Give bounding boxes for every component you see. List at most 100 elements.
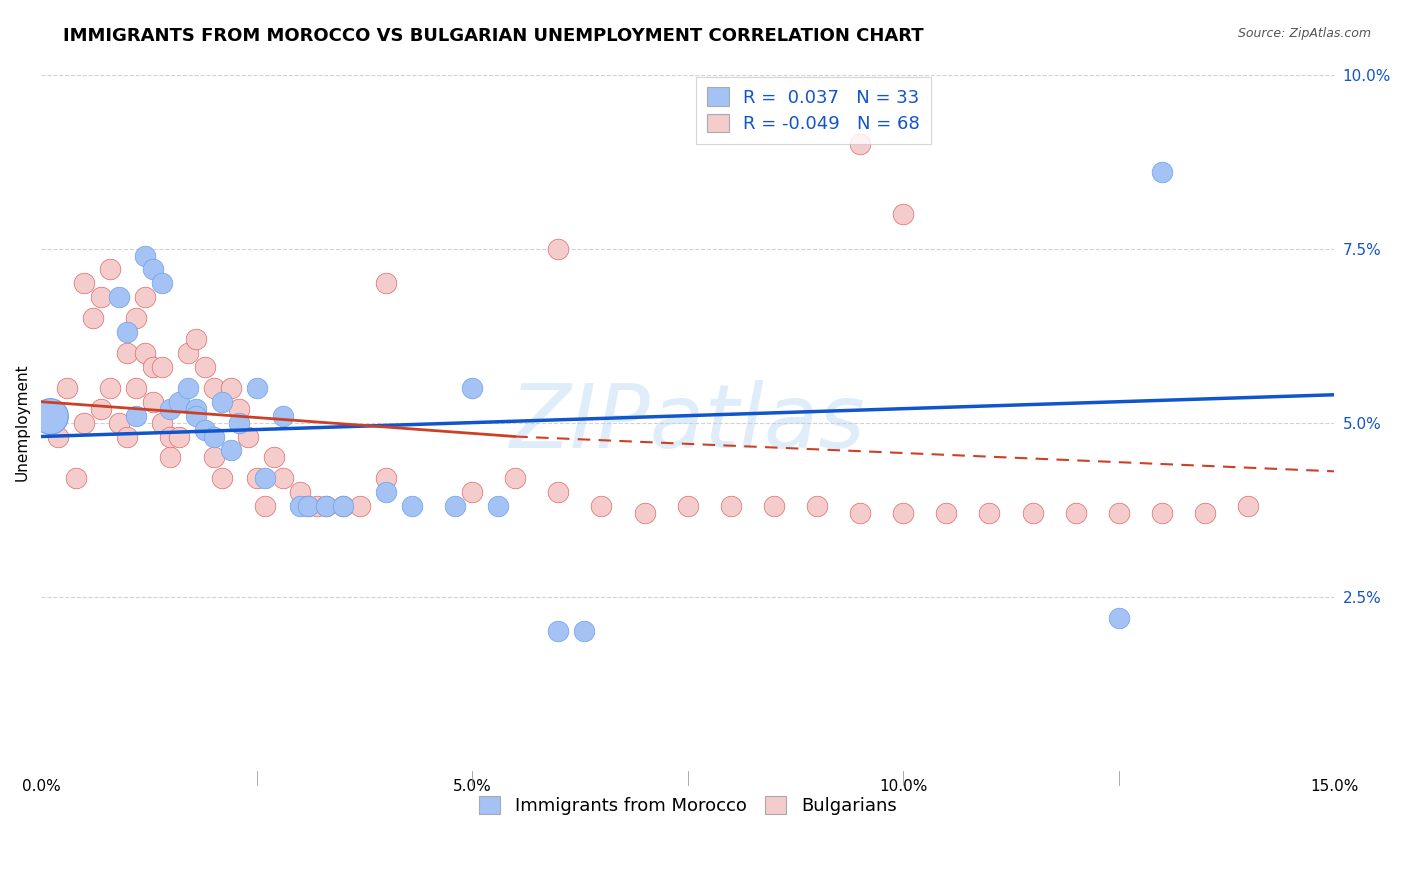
Point	[254, 471, 277, 485]
Point	[142, 262, 165, 277]
Point	[228, 401, 250, 416]
Point	[202, 429, 225, 443]
Point	[167, 429, 190, 443]
Point	[117, 429, 139, 443]
Point	[375, 277, 398, 291]
Point	[38, 409, 60, 423]
Point	[38, 401, 60, 416]
Point	[90, 401, 112, 416]
Point	[246, 381, 269, 395]
Point	[1021, 506, 1043, 520]
Point	[176, 381, 198, 395]
Point	[547, 242, 569, 256]
Point	[591, 499, 613, 513]
Point	[1108, 610, 1130, 624]
Point	[297, 499, 319, 513]
Point	[263, 450, 285, 465]
Point	[574, 624, 596, 639]
Point	[211, 394, 233, 409]
Point	[142, 394, 165, 409]
Point	[167, 394, 190, 409]
Point	[935, 506, 957, 520]
Point	[194, 359, 217, 374]
Point	[73, 277, 96, 291]
Point	[98, 381, 121, 395]
Point	[186, 332, 208, 346]
Point	[1150, 506, 1173, 520]
Point	[194, 423, 217, 437]
Point	[134, 290, 156, 304]
Text: IMMIGRANTS FROM MOROCCO VS BULGARIAN UNEMPLOYMENT CORRELATION CHART: IMMIGRANTS FROM MOROCCO VS BULGARIAN UNE…	[63, 27, 924, 45]
Point	[401, 499, 423, 513]
Point	[125, 409, 148, 423]
Point	[633, 506, 655, 520]
Point	[90, 290, 112, 304]
Point	[297, 499, 319, 513]
Point	[315, 499, 337, 513]
Point	[1150, 165, 1173, 179]
Point	[332, 499, 354, 513]
Point	[271, 471, 294, 485]
Point	[979, 506, 1001, 520]
Point	[125, 311, 148, 326]
Point	[186, 401, 208, 416]
Point	[1237, 499, 1260, 513]
Point	[73, 416, 96, 430]
Text: ZIPatlas: ZIPatlas	[510, 380, 866, 466]
Point	[486, 499, 509, 513]
Point	[849, 506, 872, 520]
Point	[315, 499, 337, 513]
Y-axis label: Unemployment: Unemployment	[15, 364, 30, 482]
Point	[547, 485, 569, 500]
Point	[228, 416, 250, 430]
Point	[142, 359, 165, 374]
Point	[159, 450, 181, 465]
Point	[849, 137, 872, 152]
Point	[236, 429, 259, 443]
Legend: Immigrants from Morocco, Bulgarians: Immigrants from Morocco, Bulgarians	[470, 787, 905, 824]
Point	[305, 499, 328, 513]
Point	[375, 471, 398, 485]
Point	[1064, 506, 1087, 520]
Point	[288, 499, 311, 513]
Point	[720, 499, 742, 513]
Point	[547, 624, 569, 639]
Point	[107, 416, 129, 430]
Point	[676, 499, 699, 513]
Point	[211, 471, 233, 485]
Point	[444, 499, 467, 513]
Point	[117, 325, 139, 339]
Text: Source: ZipAtlas.com: Source: ZipAtlas.com	[1237, 27, 1371, 40]
Point	[254, 499, 277, 513]
Point	[1194, 506, 1216, 520]
Point	[48, 429, 70, 443]
Point	[38, 409, 60, 423]
Point	[150, 359, 173, 374]
Point	[891, 207, 914, 221]
Point	[186, 409, 208, 423]
Point	[202, 381, 225, 395]
Point	[219, 443, 242, 458]
Point	[117, 346, 139, 360]
Point	[202, 450, 225, 465]
Point	[134, 248, 156, 262]
Point	[762, 499, 785, 513]
Point	[159, 401, 181, 416]
Point	[891, 506, 914, 520]
Point	[1108, 506, 1130, 520]
Point	[176, 346, 198, 360]
Point	[56, 381, 79, 395]
Point	[375, 485, 398, 500]
Point	[82, 311, 104, 326]
Point	[806, 499, 828, 513]
Point	[159, 429, 181, 443]
Point	[503, 471, 526, 485]
Point	[349, 499, 371, 513]
Point	[332, 499, 354, 513]
Point	[65, 471, 87, 485]
Point	[125, 381, 148, 395]
Point	[288, 485, 311, 500]
Point	[246, 471, 269, 485]
Point	[461, 485, 484, 500]
Point	[134, 346, 156, 360]
